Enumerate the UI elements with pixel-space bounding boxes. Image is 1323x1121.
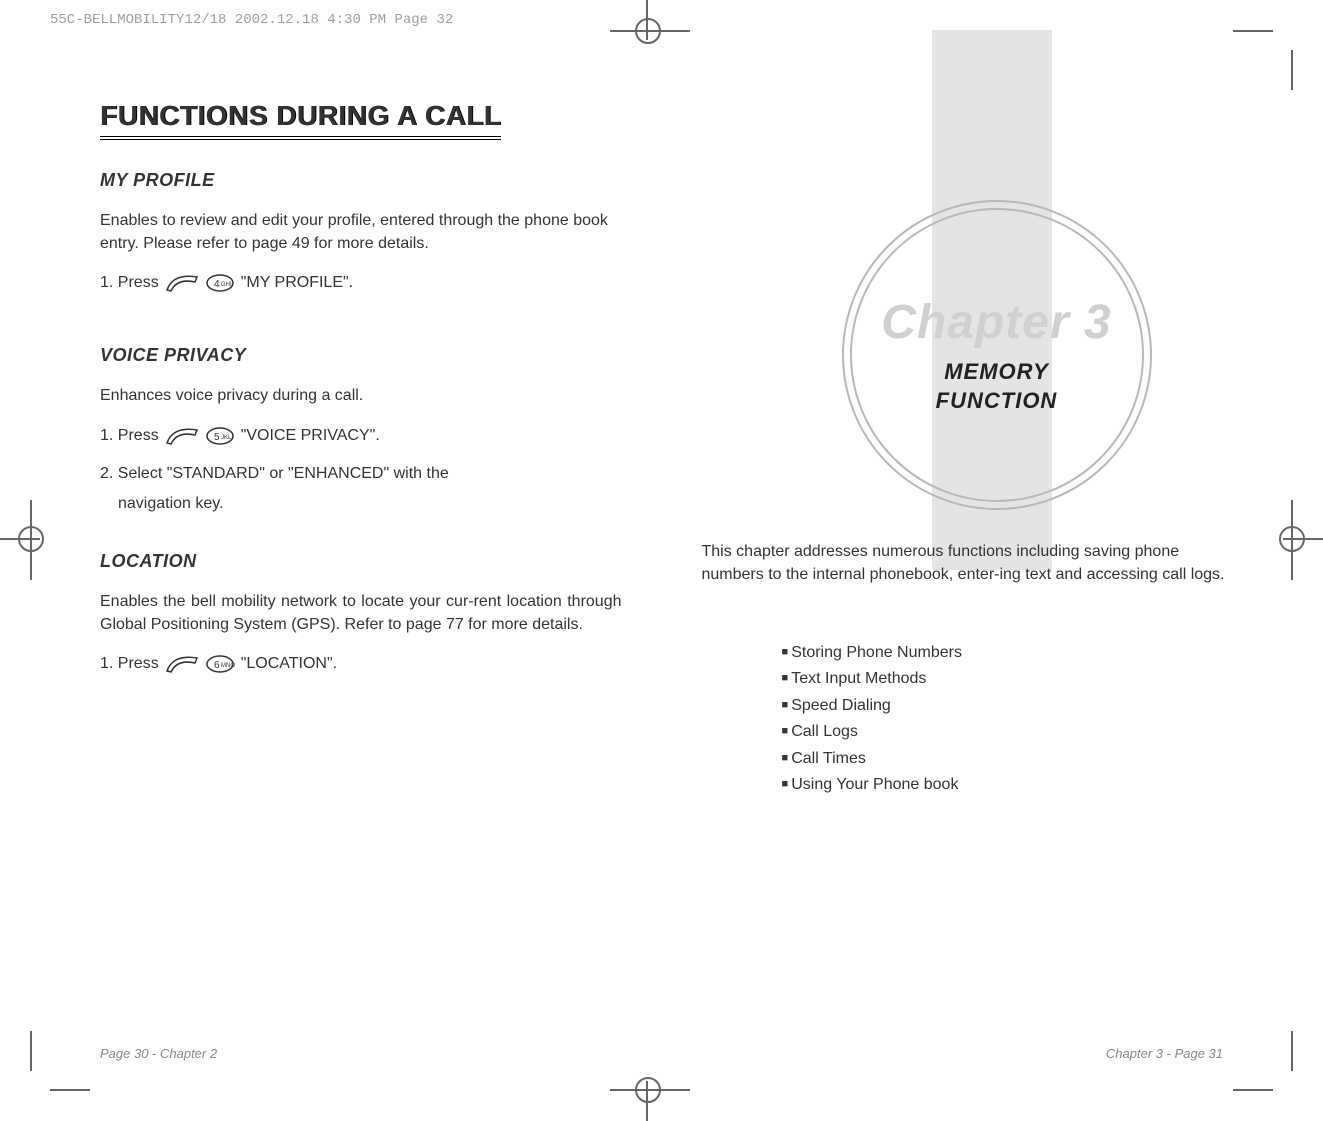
step-suffix: "VOICE PRIVACY". [241, 424, 380, 448]
chapter-intro-text: This chapter addresses numerous function… [702, 540, 1244, 586]
svg-text:5: 5 [214, 432, 220, 443]
section-heading-location: LOCATION [100, 551, 622, 572]
list-item: Call Logs [782, 719, 962, 745]
step-suffix: "LOCATION". [241, 652, 337, 676]
svg-text:6: 6 [214, 660, 220, 671]
step-suffix: "MY PROFILE". [241, 271, 353, 295]
step-prefix: 1. Press [100, 652, 159, 676]
chapter-contents-list: Storing Phone Numbers Text Input Methods… [782, 640, 962, 798]
step-prefix: 1. Press [100, 271, 159, 295]
list-item: Speed Dialing [782, 693, 962, 719]
svg-text:GHI: GHI [221, 282, 232, 288]
page-spread: FUNCTIONS DURING A CALL MY PROFILE Enabl… [50, 70, 1273, 1071]
print-slug: 55C-BELLMOBILITY12/18 2002.12.18 4:30 PM… [50, 12, 453, 28]
registration-mark-bottom [610, 1081, 690, 1121]
list-item: Call Times [782, 746, 962, 772]
svg-text:MNO: MNO [221, 663, 235, 669]
section-heading-voice-privacy: VOICE PRIVACY [100, 345, 622, 366]
softkey-icon [165, 426, 199, 446]
step2-line1: 2. Select "STANDARD" or "ENHANCED" with … [100, 462, 449, 486]
section-body-voice-privacy: Enhances voice privacy during a call. [100, 384, 622, 407]
section-heading-my-profile: MY PROFILE [100, 170, 622, 191]
numkey-6-icon: 6MNO [205, 654, 235, 674]
section-body-location: Enables the bell mobility network to loc… [100, 590, 622, 636]
step-location-1: 1. Press 6MNO "LOCATION". [100, 652, 622, 676]
step-voice-privacy-2: 2. Select "STANDARD" or "ENHANCED" with … [100, 462, 622, 516]
registration-mark-right [1283, 500, 1323, 580]
svg-text:JKL: JKL [221, 435, 232, 441]
page-left: FUNCTIONS DURING A CALL MY PROFILE Enabl… [50, 70, 672, 1071]
numkey-4-icon: 4GHI [205, 273, 235, 293]
step-prefix: 1. Press [100, 424, 159, 448]
chapter-title-line1: MEMORY [944, 359, 1049, 384]
chapter-title: MEMORY FUNCTION [936, 358, 1058, 415]
step-voice-privacy-1: 1. Press 5JKL "VOICE PRIVACY". [100, 424, 622, 448]
list-item: Using Your Phone book [782, 772, 962, 798]
registration-mark-left [0, 500, 40, 580]
page-title: FUNCTIONS DURING A CALL [100, 100, 501, 140]
step-my-profile-1: 1. Press 4GHI "MY PROFILE". [100, 271, 622, 295]
chapter-title-line2: FUNCTION [936, 388, 1058, 413]
section-body-my-profile: Enables to review and edit your profile,… [100, 209, 622, 255]
registration-mark-top [610, 0, 690, 40]
chapter-number-label: Chapter 3 [881, 295, 1111, 350]
softkey-icon [165, 654, 199, 674]
chapter-circle-inner: Chapter 3 MEMORY FUNCTION [850, 208, 1144, 502]
page-right: Chapter 3 MEMORY FUNCTION This chapter a… [672, 70, 1274, 1071]
svg-text:4: 4 [214, 279, 220, 290]
page-footer-right: Chapter 3 - Page 31 [1106, 1046, 1223, 1061]
list-item: Storing Phone Numbers [782, 640, 962, 666]
page-footer-left: Page 30 - Chapter 2 [100, 1046, 217, 1061]
step2-line2: navigation key. [100, 492, 622, 516]
list-item: Text Input Methods [782, 666, 962, 692]
softkey-icon [165, 273, 199, 293]
numkey-5-icon: 5JKL [205, 426, 235, 446]
